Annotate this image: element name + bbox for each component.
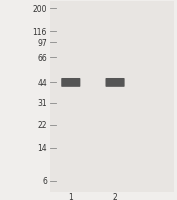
FancyBboxPatch shape [105,79,125,87]
Text: 97: 97 [37,39,47,47]
Text: 44: 44 [37,79,47,87]
Text: 200: 200 [32,5,47,13]
Text: 14: 14 [37,144,47,152]
Text: 2: 2 [113,192,117,200]
FancyBboxPatch shape [61,79,80,87]
Text: 66: 66 [37,54,47,62]
Bar [50,2,174,192]
Text: 1: 1 [68,192,73,200]
Text: 31: 31 [37,99,47,107]
Text: 116: 116 [33,28,47,36]
Text: 6: 6 [42,177,47,185]
Text: 22: 22 [37,121,47,129]
